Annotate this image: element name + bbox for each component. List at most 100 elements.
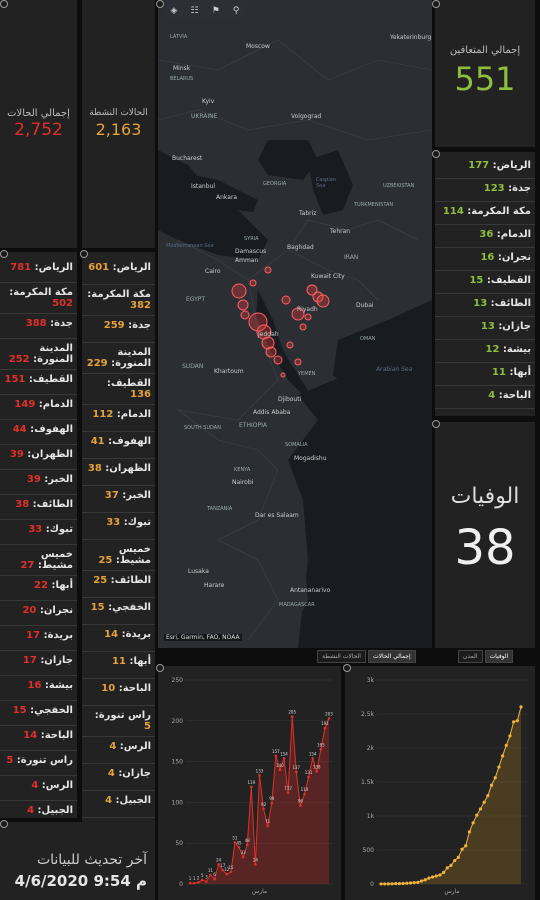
data-point[interactable] [475, 813, 479, 817]
bookmark-icon[interactable]: ⚑ [211, 5, 220, 16]
data-point[interactable] [460, 847, 464, 851]
list-item[interactable]: الهفوف: 41 [82, 432, 155, 459]
data-point[interactable] [489, 783, 494, 787]
data-point[interactable] [290, 715, 294, 719]
data-point[interactable] [200, 878, 204, 882]
tab-cities[interactable]: المدن [458, 650, 483, 663]
list-item[interactable]: الطائف: 25 [82, 571, 155, 598]
data-point[interactable] [464, 844, 468, 848]
data-point[interactable] [386, 882, 390, 886]
list-item[interactable]: القطيف: 15 [435, 271, 535, 294]
data-point[interactable] [188, 881, 192, 885]
list-item[interactable]: الهفوف: 44 [0, 420, 77, 445]
tab-total-cases[interactable]: إجمالي الحالات [367, 650, 416, 663]
data-point[interactable] [278, 768, 282, 772]
list-item[interactable]: المدينة المنورة: 252 [0, 339, 77, 370]
data-point[interactable] [258, 774, 261, 777]
data-point[interactable] [519, 705, 523, 709]
legend-icon[interactable]: ☷ [190, 5, 199, 16]
data-point[interactable] [274, 754, 278, 758]
data-point[interactable] [512, 720, 516, 724]
data-point[interactable] [482, 800, 486, 804]
data-point[interactable] [416, 880, 420, 884]
data-point[interactable] [493, 776, 497, 780]
list-item[interactable]: بيشة: 12 [435, 340, 535, 363]
data-point[interactable] [307, 775, 310, 779]
data-point[interactable] [294, 770, 298, 774]
recovered-city-list[interactable]: الرياض: 177 جدة: 123 مكة المكرمة: 114 الدما… [435, 152, 535, 416]
data-point[interactable] [453, 859, 457, 863]
data-point[interactable] [245, 843, 249, 847]
data-point[interactable] [213, 877, 216, 881]
list-item[interactable]: الدمام: 112 [82, 405, 155, 432]
list-item[interactable]: الخفجي: 15 [0, 701, 77, 726]
total-city-list[interactable]: الرياض: 781 مكة المكرمة: 502 جدة: 388 المدي… [0, 252, 77, 818]
data-point[interactable] [449, 863, 453, 867]
data-point[interactable] [225, 872, 229, 876]
data-point[interactable] [254, 863, 257, 866]
data-point[interactable] [192, 881, 196, 885]
data-point[interactable] [250, 785, 253, 789]
data-point[interactable] [209, 873, 212, 877]
list-item[interactable]: الرس: 4 [82, 737, 155, 764]
data-point[interactable] [445, 866, 449, 870]
list-item[interactable]: تبوك: 33 [82, 513, 155, 540]
data-point[interactable] [471, 821, 475, 825]
data-point[interactable] [405, 881, 409, 885]
data-point[interactable] [394, 882, 398, 886]
list-item[interactable]: الطائف: 38 [0, 495, 77, 520]
list-item[interactable]: الباحة: 4 [435, 386, 535, 409]
data-point[interactable] [397, 882, 402, 886]
list-item[interactable]: الدمام: 149 [0, 395, 77, 420]
list-item[interactable]: القطيف: 136 [82, 374, 155, 405]
data-point[interactable] [383, 882, 387, 886]
data-point[interactable] [229, 870, 233, 874]
list-item[interactable]: أبها: 22 [0, 576, 77, 601]
list-item[interactable]: الجبيل: 4 [82, 791, 155, 818]
list-item[interactable]: جدة: 259 [82, 316, 155, 343]
data-point[interactable] [237, 845, 241, 849]
data-point[interactable] [217, 863, 220, 866]
list-item[interactable]: الخبر: 39 [0, 470, 77, 495]
list-item[interactable]: الجبيل: 4 [0, 801, 77, 818]
data-point[interactable] [434, 874, 438, 878]
list-item[interactable]: الباحة: 10 [82, 679, 155, 706]
data-point[interactable] [327, 717, 331, 720]
active-city-list[interactable]: الرياض: 601 مكة المكرمة: 382 جدة: 259 المدي… [82, 252, 155, 900]
list-item[interactable]: المدينة المنورة: 229 [82, 343, 155, 374]
list-item[interactable]: مكة المكرمة: 382 [82, 285, 155, 316]
data-point[interactable] [419, 879, 424, 883]
data-point[interactable] [515, 719, 519, 723]
map-canvas[interactable] [158, 0, 432, 648]
data-point[interactable] [315, 770, 319, 773]
data-point[interactable] [438, 873, 442, 877]
tab-active-cases[interactable]: الحالات النشطة [317, 650, 366, 663]
list-item[interactable]: راس تنورة: 5 [82, 706, 155, 737]
data-point[interactable] [430, 875, 435, 879]
data-point[interactable] [379, 882, 383, 886]
list-item[interactable]: جدة: 388 [0, 314, 77, 339]
list-item[interactable]: مكة المكرمة: 114 [435, 202, 535, 225]
data-point[interactable] [262, 807, 265, 811]
data-point[interactable] [408, 881, 413, 885]
data-point[interactable] [500, 754, 505, 758]
list-item[interactable]: أبها: 11 [435, 363, 535, 386]
list-item[interactable]: الظهران: 38 [82, 459, 155, 486]
data-point[interactable] [401, 881, 405, 886]
data-point[interactable] [504, 743, 508, 747]
search-icon[interactable]: ⚲ [232, 5, 240, 16]
list-item[interactable]: الرس: 4 [0, 776, 77, 801]
data-point[interactable] [286, 791, 290, 794]
list-item[interactable]: تبوك: 33 [0, 520, 77, 545]
list-item[interactable]: الرياض: 601 [82, 258, 155, 285]
data-point[interactable] [508, 734, 512, 738]
list-item[interactable]: جازان: 4 [82, 764, 155, 791]
data-point[interactable] [303, 792, 306, 796]
data-point[interactable] [423, 878, 427, 882]
list-item[interactable]: راس تنورة: 5 [0, 751, 77, 776]
data-point[interactable] [266, 824, 269, 828]
data-point[interactable] [299, 804, 302, 807]
data-point[interactable] [221, 868, 225, 872]
list-item[interactable]: الخفجي: 15 [82, 598, 155, 625]
data-point[interactable] [412, 881, 416, 885]
